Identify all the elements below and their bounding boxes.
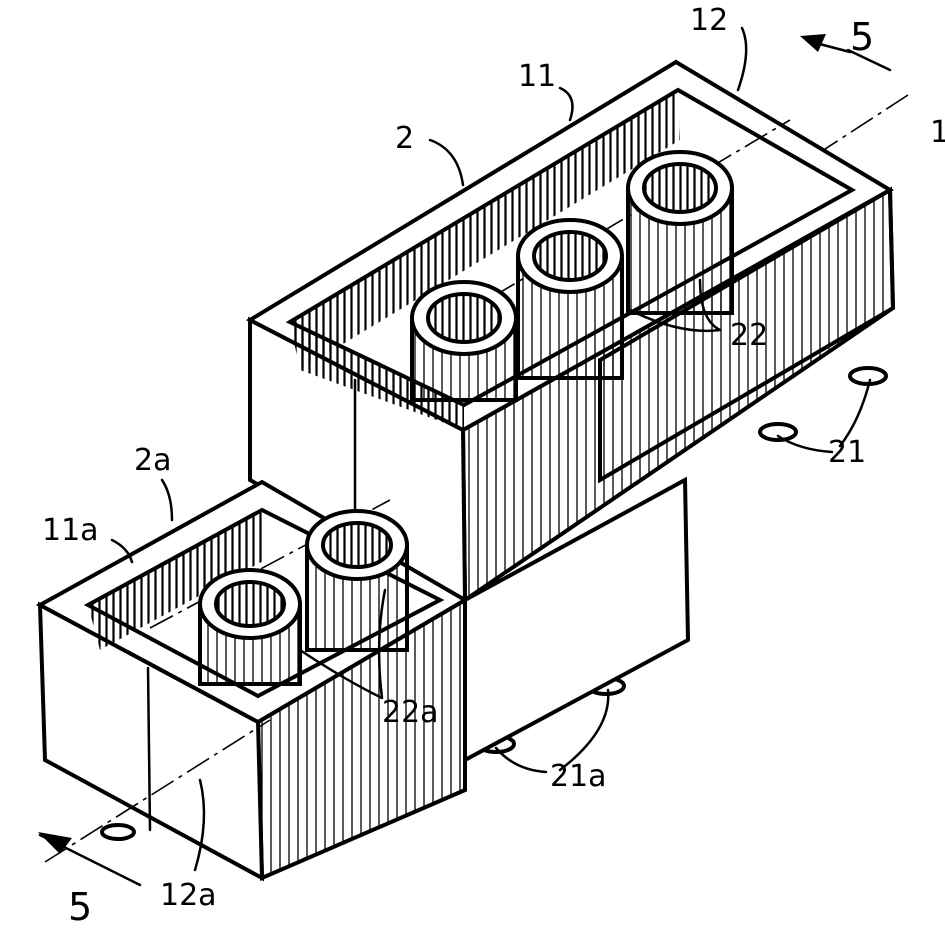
stud-21a-3 bbox=[100, 823, 136, 841]
large-brick-cavity-side bbox=[290, 322, 464, 430]
label-ref-12: 12 bbox=[690, 3, 728, 38]
label-ref-21: 21 bbox=[828, 435, 866, 470]
tube-22a-2 bbox=[305, 509, 409, 652]
leader-12 bbox=[736, 26, 748, 92]
label-section-bottom: 5 bbox=[68, 885, 92, 929]
label-ref-11: 11 bbox=[518, 59, 556, 94]
label-section-top: 5 bbox=[850, 15, 874, 59]
leader-22 bbox=[628, 278, 722, 333]
section-line-bottom bbox=[44, 719, 271, 863]
section-arrow-top bbox=[846, 48, 892, 72]
label-ref-12a: 12a bbox=[160, 878, 217, 913]
leader-21 bbox=[776, 378, 872, 454]
tube-22a-1 bbox=[198, 568, 302, 686]
leader-11 bbox=[558, 86, 574, 122]
stud-21-1 bbox=[758, 422, 798, 442]
leader-12a bbox=[193, 778, 206, 872]
leader-2 bbox=[428, 138, 465, 187]
label-ref-22a: 22a bbox=[382, 695, 439, 730]
tube-22-3 bbox=[626, 150, 734, 315]
small-brick-cavity-wall bbox=[88, 510, 265, 650]
tube-22-2 bbox=[516, 218, 624, 380]
section-arrow-top-shaft bbox=[810, 40, 852, 54]
label-ref-11a: 11a bbox=[42, 513, 99, 548]
label-ref-2a: 2a bbox=[134, 443, 171, 478]
small-brick-joint bbox=[146, 666, 152, 832]
leader-2a bbox=[160, 478, 174, 522]
leader-11a bbox=[110, 538, 134, 564]
tube-22-1 bbox=[410, 280, 518, 402]
section-arrow-bottom-head bbox=[38, 832, 72, 854]
label-ref-22: 22 bbox=[730, 318, 768, 353]
leader-22a bbox=[298, 588, 387, 700]
label-ref-2: 2 bbox=[395, 121, 414, 156]
label-ref-21a: 21a bbox=[550, 759, 607, 794]
stud-21-2 bbox=[848, 366, 888, 386]
leader-21a bbox=[494, 688, 610, 774]
label-ref-1: 1 bbox=[930, 115, 945, 150]
small-brick bbox=[35, 476, 691, 882]
large-brick-cavity-wall bbox=[290, 90, 680, 370]
large-brick bbox=[245, 59, 896, 604]
